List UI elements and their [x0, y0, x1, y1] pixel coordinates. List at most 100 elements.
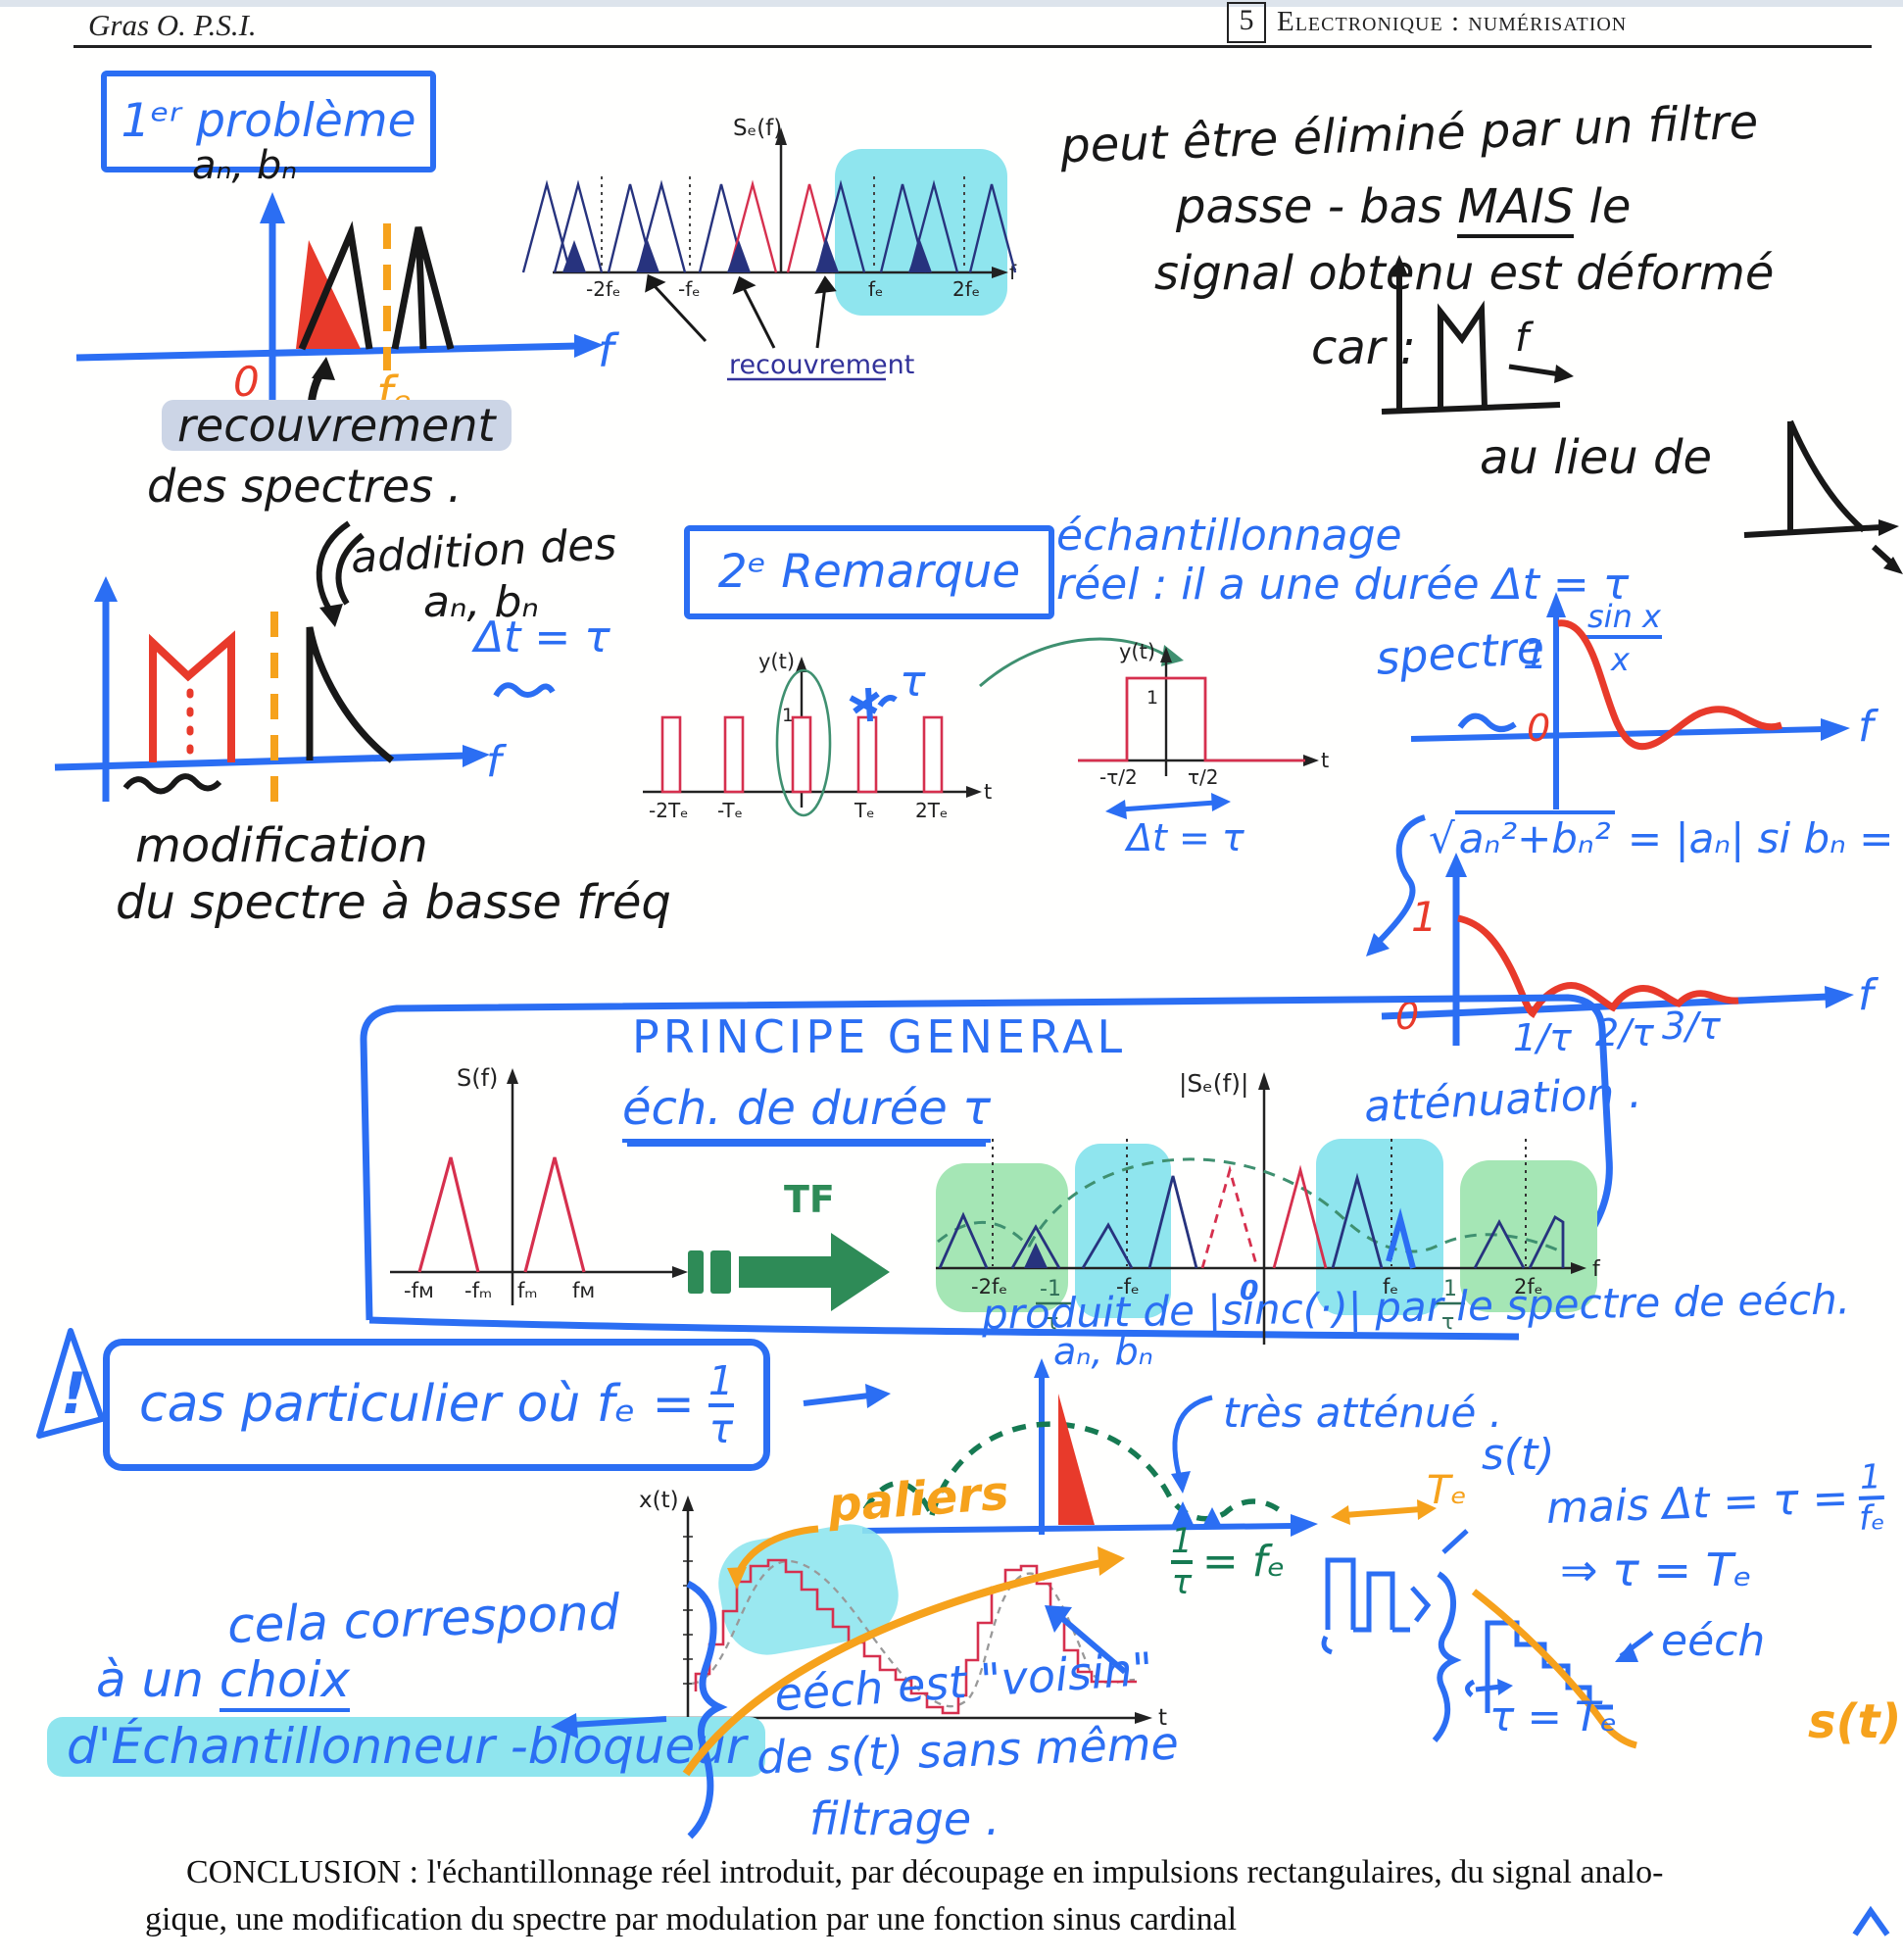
- voisin-line3: filtrage .: [809, 1792, 1000, 1845]
- triangle-shape: [1787, 419, 1866, 533]
- one-label: 1: [1523, 633, 1547, 678]
- t-axis-label: t: [1321, 749, 1329, 772]
- figure-title: S(f): [457, 1064, 498, 1092]
- blocker-line2: à un choix: [96, 1651, 351, 1712]
- te-double-arrow: Tₑ: [1331, 1468, 1467, 1525]
- sinx-over-x-fraction: sin x x: [1584, 598, 1662, 678]
- sketch-ideal-triangle: [1743, 419, 1903, 574]
- double-curve-arrow: [316, 520, 365, 627]
- figure-title: |Sₑ(f)|: [1179, 1069, 1248, 1098]
- svg-text:-fₘ: -fₘ: [464, 1279, 492, 1302]
- y-axis-label: y(t): [758, 650, 795, 673]
- cyan-highlight-right: [1316, 1139, 1443, 1315]
- green-dashed-envelope: [862, 1421, 1283, 1522]
- svg-text:-2fₑ: -2fₑ: [586, 277, 620, 301]
- svg-text:fᴍ: fᴍ: [572, 1279, 595, 1302]
- scan-edge: [0, 0, 1903, 7]
- dt-tau-squiggle: [493, 682, 556, 698]
- ech-duree-note: éch. de durée τ: [622, 1084, 991, 1144]
- svg-text:-fᴍ: -fᴍ: [404, 1279, 434, 1302]
- first-problem-label: 1ᵉʳ problème: [121, 94, 416, 149]
- svg-text:1/τ: 1/τ: [1513, 1016, 1573, 1059]
- blocker-line3: d'Échantillonneur -bloqueur: [47, 1717, 766, 1777]
- eech-label: eéch: [1661, 1616, 1766, 1666]
- ambn-label: aₙ, bₙ: [1053, 1330, 1153, 1373]
- blocker-line1: cela correspond: [226, 1584, 621, 1654]
- cyan-highlight-left: [1075, 1144, 1171, 1318]
- dt-tau-label: Δt = τ: [1124, 816, 1245, 859]
- filter-note-line2: passe - bas MAIS le: [1176, 179, 1631, 238]
- tick-left: -τ/2: [1099, 765, 1138, 789]
- st-label: s(t): [1482, 1430, 1555, 1480]
- remark2-line2: réel : il a une durée Δt = τ: [1056, 560, 1630, 610]
- figure-pulse-train: t y(t) 1 -2Tₑ -Tₑ Tₑ 2Tₑ: [643, 650, 992, 822]
- recouvrement-arrows: [645, 273, 837, 349]
- recouvrement-caption: recouvrement: [729, 350, 914, 380]
- black-spectrum-triangle: [298, 220, 373, 351]
- choix-underlined: choix: [219, 1651, 351, 1712]
- one-label: 1: [1411, 893, 1438, 941]
- t-axis-label: t: [1158, 1705, 1167, 1731]
- green-highlight-right: [1460, 1160, 1597, 1312]
- zero-label: 0: [233, 358, 260, 406]
- au-lieu-de-note: au lieu de: [1480, 430, 1712, 485]
- svg-text:τ: τ: [1441, 1310, 1454, 1335]
- caret-mark: [1852, 1905, 1890, 1936]
- tick-labels: -2fₑ -fₑ fₑ 2fₑ: [586, 277, 980, 301]
- smooth-dashed-curve: [691, 1559, 1136, 1708]
- f-axis-label: f: [1009, 261, 1017, 284]
- one-label: 1: [1147, 687, 1158, 709]
- spectrum-replicas: [521, 179, 1017, 273]
- tau-te-implication: ⇒ τ = Tₑ: [1560, 1544, 1752, 1596]
- spectrum-triangles: [938, 1164, 1565, 1269]
- modification-note-line1: modification: [135, 818, 428, 873]
- svg-text:-fₑ: -fₑ: [678, 277, 701, 301]
- red-sinc-curve: [1557, 619, 1783, 751]
- dotted-gridlines: [992, 1139, 1527, 1266]
- remark2-box: 2ᵉ Remarque: [684, 525, 1054, 619]
- svg-text:-Tₑ: -Tₑ: [717, 799, 743, 822]
- dt-tau-note: Δt = τ: [474, 612, 610, 662]
- sketch-sinc-spectrum: 1 sin x x f 0: [1410, 592, 1879, 809]
- sketch-spectrum-modification: f: [54, 576, 508, 802]
- green-dashed-envelope: [937, 1157, 1562, 1253]
- des-spectres-note: des spectres .: [147, 460, 463, 513]
- page-header: Gras O. P.S.I. 5 Electronique : numérisa…: [73, 0, 1872, 48]
- figure-single-pulse: t y(t) 1 -τ/2 τ/2 Δt = τ: [1078, 640, 1329, 859]
- dotted-gridlines: [601, 176, 965, 270]
- tres-attenue-note: très atténué .: [1223, 1389, 1503, 1437]
- red-lobes-curve: [1457, 914, 1739, 1018]
- svg-text:fₑ: fₑ: [868, 277, 883, 301]
- filter-note-line1: peut être éliminé par un filtre: [1059, 94, 1760, 174]
- svg-text:τ: τ: [1046, 1310, 1058, 1335]
- f-axis-label: f: [486, 737, 508, 787]
- blue-bump2: [1202, 1507, 1222, 1527]
- tick-labels: -fᴍ -fₘ fₘ fᴍ: [404, 1279, 595, 1302]
- x-label: x(t): [639, 1488, 679, 1513]
- svg-text:x: x: [1610, 641, 1631, 678]
- svg-text:sin x: sin x: [1587, 598, 1662, 635]
- m-shape: [1438, 300, 1488, 409]
- tau-te-label: τ = Tₑ: [1489, 1692, 1618, 1740]
- svg-text:fₘ: fₘ: [517, 1279, 537, 1302]
- f-axis-label: f: [1858, 702, 1879, 752]
- black-replica-triangle: [391, 226, 455, 350]
- nw-arrow: [1045, 1605, 1127, 1675]
- warning-icon: !: [36, 1328, 105, 1439]
- svg-text:-fₑ: -fₑ: [1116, 1275, 1140, 1298]
- tick-labels: -2Tₑ -Tₑ Tₑ 2Tₑ: [649, 799, 948, 822]
- figure-title: Sₑ(f): [733, 116, 782, 141]
- tf-label: TF: [784, 1178, 835, 1221]
- t-axis-label: t: [984, 780, 992, 804]
- tf-block-arrow: [688, 1233, 890, 1311]
- svg-text:2Tₑ: 2Tₑ: [915, 799, 948, 822]
- filter-note-line3: signal obtenu est déformé: [1154, 246, 1775, 301]
- one-label: 1: [782, 705, 794, 726]
- sketch-distorted-spectrum: f: [1381, 255, 1574, 415]
- remark2-line1: échantillonnage: [1056, 511, 1402, 561]
- f-axis-label: f: [1592, 1257, 1601, 1282]
- tick-labels: -2fₑ -fₑ fₑ 2fₑ: [971, 1275, 1543, 1298]
- inv-tau-ticks: -1 τ 1 τ: [1036, 1277, 1465, 1335]
